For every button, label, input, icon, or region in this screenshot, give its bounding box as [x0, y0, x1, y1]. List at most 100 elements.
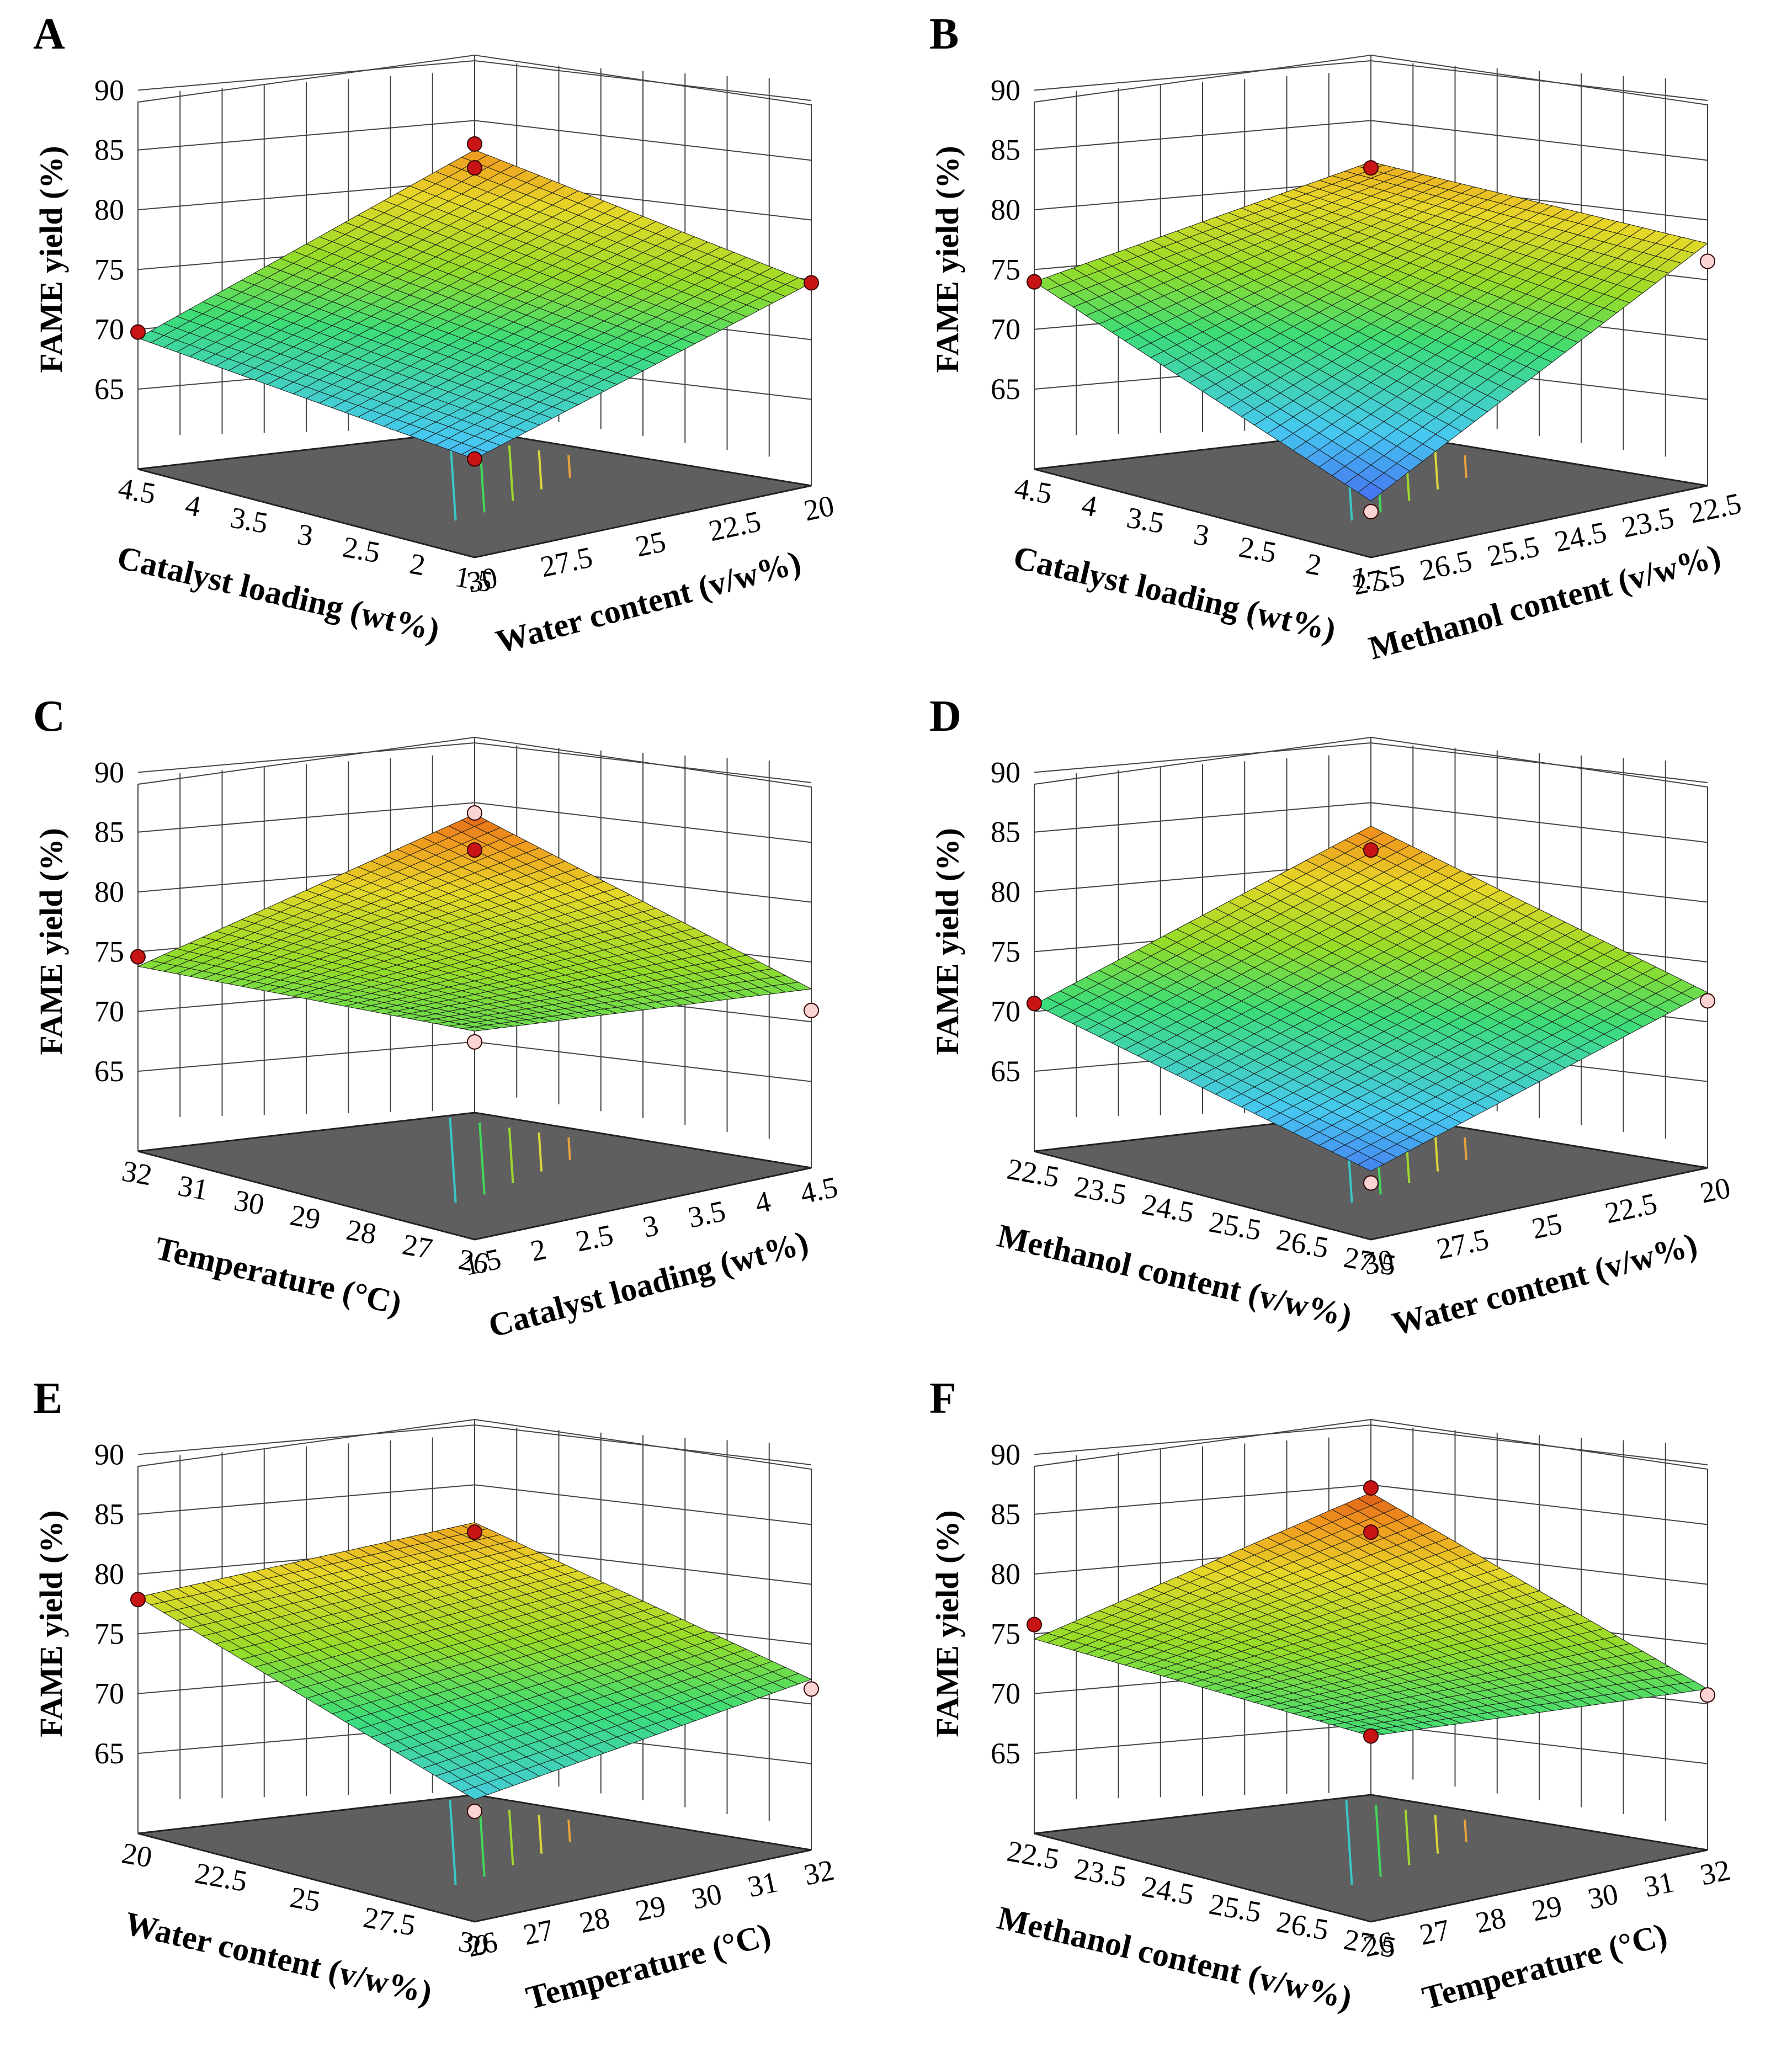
panel-c-surface-cell — [461, 1027, 488, 1032]
panel-a-left-axis-label: Catalyst loading (wt%) — [114, 539, 443, 648]
panel-e-z-grid-90 — [137, 1424, 812, 1465]
panel-c-z-tick-75: 75 — [94, 935, 124, 968]
panel-a-z-grid-90 — [137, 60, 812, 101]
panel-b-z-tick-65: 65 — [991, 373, 1020, 406]
panel-e-right-tick-1: 27 — [520, 1913, 556, 1952]
panel-f-contour-2 — [1404, 1810, 1411, 1865]
panel-b-z-tick-70: 70 — [991, 313, 1020, 346]
panel-c-svg: C 65 70 75 80 85 90 32 31 30 29 28 27 261.5 2 2.5 3 3.5 4 4… — [33, 692, 841, 1344]
panel-f-right-tick-2: 28 — [1473, 1901, 1509, 1939]
panel-f-contour-3 — [1375, 1804, 1382, 1877]
panel-b-left-tick-5: 2 — [1304, 547, 1324, 582]
panel-f-surface — [1033, 1492, 1709, 1737]
panel-f-label: F — [929, 1374, 956, 1423]
panel-b-right-tick-5: 22.5 — [1686, 486, 1744, 529]
panel-e-contour-0 — [567, 1819, 571, 1843]
panel-c-z-tick-90: 90 — [94, 756, 124, 789]
panel-f-design-point-2 — [1363, 1524, 1379, 1540]
panel-b-z-tick-75: 75 — [991, 253, 1020, 286]
panel-b-label: B — [929, 10, 959, 59]
panel-a-design-point-4 — [467, 451, 482, 467]
panel-e-floor — [137, 1794, 812, 1923]
panel-d-design-point-0 — [1027, 996, 1042, 1012]
panel-c-contour-1 — [538, 1133, 543, 1172]
panel-f-right-tick-4: 30 — [1585, 1877, 1621, 1916]
panel-e-z-tick-80: 80 — [94, 1557, 124, 1591]
panel-a-contour-2 — [508, 445, 514, 501]
panel-d-surface — [1033, 826, 1709, 1172]
panel-f-z-axis-label: FAME yield (%) — [929, 1510, 965, 1737]
panel-b-surface-cell — [1357, 482, 1385, 502]
panel-f-right-axis-label: Temperature (°C) — [1418, 1916, 1671, 2017]
panel-c-z-grid-85 — [137, 802, 812, 843]
panel-a-contour-1 — [538, 450, 543, 490]
panel-d-left-tick-3: 25.5 — [1206, 1205, 1263, 1247]
panel-c-z-tick-80: 80 — [94, 875, 124, 908]
panel-e-surface — [137, 1522, 812, 1800]
panel-d-right-tick-0: 30 — [1360, 1243, 1396, 1282]
panel-b-right-tick-2: 25.5 — [1484, 529, 1542, 572]
panel-f-left-tick-1: 23.5 — [1072, 1852, 1129, 1894]
panel-f-right-tick-6: 32 — [1697, 1853, 1733, 1892]
panel-d-label: D — [929, 692, 961, 741]
panel-d-design-point-2 — [1700, 993, 1715, 1009]
panel-c-left-tick-6: 26 — [456, 1242, 491, 1280]
panel-b-left-tick-0: 4.5 — [1012, 471, 1055, 511]
panel-c-left-tick-1: 31 — [176, 1169, 211, 1206]
panel-e-z-grid-85 — [137, 1484, 812, 1525]
panel-f-z-tick-85: 85 — [991, 1498, 1020, 1531]
panel-c-right-tick-0: 1.5 — [461, 1242, 504, 1282]
panel-e-z-axis-label: FAME yield (%) — [33, 1510, 69, 1737]
panel-f-z-tick-70: 70 — [991, 1677, 1020, 1710]
panel-e-z-tick-75: 75 — [94, 1617, 124, 1650]
panel-c-z-tick-70: 70 — [94, 995, 124, 1028]
panel-e-contour-1 — [538, 1815, 543, 1854]
panel-a-left-tick-1: 4 — [183, 488, 203, 523]
panel-c-left-tick-0: 32 — [119, 1154, 155, 1192]
panel-a-right-tick-4: 20 — [801, 489, 837, 528]
panel-d-contour-0 — [1464, 1137, 1467, 1161]
panel-f-design-point-3 — [1363, 1728, 1379, 1744]
panel-c-z-axis-label: FAME yield (%) — [33, 828, 69, 1055]
panel-c-left-tick-3: 29 — [288, 1198, 323, 1236]
panel-e-left-tick-1: 22.5 — [193, 1857, 249, 1898]
panel-e-z-tick-90: 90 — [94, 1438, 124, 1471]
panel-d-right-tick-2: 25 — [1529, 1207, 1565, 1246]
panel-a-left-tick-4: 2.5 — [340, 530, 382, 570]
panel-f-floor — [1034, 1794, 1708, 1923]
panel-d-z-tick-65: 65 — [991, 1055, 1020, 1088]
panel-c-design-point-2 — [467, 842, 482, 858]
panel-e-surface-cell — [461, 1787, 488, 1800]
panel-e-left-tick-4: 30 — [456, 1924, 491, 1962]
panel-e-z-tick-65: 65 — [94, 1737, 124, 1770]
panel-a-z-axis-label: FAME yield (%) — [33, 146, 69, 373]
panel-a-right-tick-2: 25 — [632, 525, 668, 563]
panel-f-left-tick-0: 22.5 — [1004, 1835, 1061, 1876]
panel-b-design-point-1 — [1363, 160, 1379, 176]
panel-f-z-tick-80: 80 — [991, 1557, 1020, 1591]
panel-f-right-tick-0: 26 — [1360, 1925, 1396, 1964]
panel-b-design-point-3 — [1363, 504, 1379, 519]
panel-a-left-tick-5: 2 — [407, 547, 428, 582]
panel-e-right-tick-4: 30 — [689, 1877, 725, 1916]
panel-b-design-point-2 — [1700, 253, 1715, 269]
panel-c-contour-3 — [478, 1122, 486, 1195]
panel-d-left-tick-1: 23.5 — [1072, 1170, 1129, 1211]
panel-b-left-tick-2: 3.5 — [1124, 501, 1167, 540]
panel-f-contour-0 — [1464, 1819, 1467, 1843]
panel-f-design-point-0 — [1027, 1617, 1042, 1633]
panel-c-design-point-3 — [467, 1034, 482, 1050]
panel-f-z-tick-75: 75 — [991, 1617, 1020, 1650]
panel-f-surface-plot: F 65 70 75 80 85 90 22.5 23.5 24.5 25.5 26.5 27.5 26 2… — [896, 1364, 1792, 2046]
panel-c-left-tick-5: 27 — [400, 1228, 435, 1266]
panel-b-right-tick-1: 26.5 — [1417, 544, 1475, 587]
panel-a-right-tick-3: 22.5 — [706, 504, 764, 547]
panel-f-z-tick-90: 90 — [991, 1438, 1020, 1471]
panel-d-z-tick-75: 75 — [991, 935, 1020, 968]
panel-e-right-tick-0: 26 — [464, 1925, 500, 1964]
panel-e-contour-2 — [508, 1810, 514, 1865]
panel-c-left-tick-4: 28 — [344, 1213, 379, 1251]
panel-f-left-tick-3: 25.5 — [1206, 1888, 1263, 1929]
panel-c-right-tick-6: 4.5 — [797, 1170, 841, 1210]
panel-c-surface — [137, 814, 812, 1032]
